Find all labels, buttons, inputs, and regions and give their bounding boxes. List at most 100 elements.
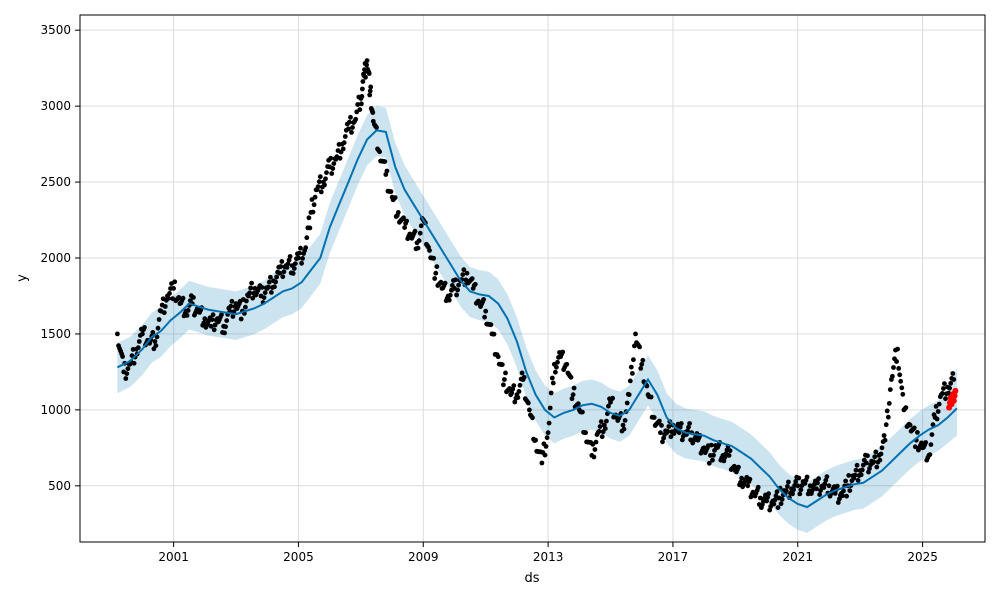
observed-point (544, 435, 550, 441)
observed-point (172, 279, 178, 285)
observed-point (823, 477, 829, 483)
observed-point (184, 313, 190, 318)
observed-point (212, 322, 218, 328)
y-axis-label: y (15, 274, 30, 282)
observed-point (388, 189, 394, 195)
observed-point (854, 462, 860, 468)
observed-point (402, 225, 407, 231)
observed-point (278, 264, 284, 269)
observed-point (296, 255, 301, 261)
observed-point (891, 365, 896, 370)
observed-point (415, 245, 421, 251)
observed-point (721, 458, 727, 464)
observed-point (930, 422, 936, 428)
observed-point (622, 418, 628, 423)
observed-point (279, 259, 285, 264)
x-axis: 2001 2005 2009 2013 2017 2021 2025 (158, 542, 938, 564)
observed-point (628, 364, 634, 370)
observed-point (115, 331, 120, 337)
observed-point (300, 256, 305, 261)
observed-point (447, 292, 453, 298)
observed-point (360, 79, 366, 84)
highlight-point (952, 387, 959, 394)
observed-point (120, 354, 125, 359)
observed-point (657, 418, 662, 424)
observed-point (341, 140, 347, 146)
observed-point (668, 434, 674, 440)
observed-point (262, 290, 268, 296)
observed-point (219, 312, 224, 318)
observed-point (272, 284, 277, 290)
observed-point (323, 176, 328, 182)
observed-point (709, 442, 714, 448)
observed-point (337, 155, 343, 161)
observed-point (223, 324, 229, 330)
observed-point (284, 265, 290, 270)
observed-point (488, 322, 494, 328)
observed-point (736, 464, 741, 470)
observed-point (757, 495, 763, 501)
observed-point (469, 276, 475, 281)
observed-point (166, 295, 171, 301)
observed-point (533, 437, 538, 443)
observed-point (432, 276, 438, 281)
observed-point (340, 146, 346, 152)
observed-point (864, 460, 869, 466)
observed-point (350, 125, 355, 130)
observed-point (775, 505, 781, 510)
observed-point (123, 376, 129, 381)
observed-point (899, 385, 905, 391)
observed-point (592, 447, 598, 452)
observed-point (711, 452, 716, 458)
observed-point (727, 448, 733, 454)
observed-point (942, 381, 947, 386)
observed-point (791, 487, 796, 493)
observed-point (898, 378, 904, 384)
observed-point (136, 339, 142, 344)
observed-point (824, 474, 830, 480)
observed-point (569, 396, 575, 402)
observed-point (940, 391, 945, 396)
observed-point (877, 457, 883, 463)
observed-point (124, 371, 130, 376)
observed-point (546, 420, 552, 426)
observed-point (135, 345, 141, 351)
observed-point (238, 316, 244, 322)
observed-point (591, 454, 597, 460)
observed-point (882, 437, 888, 443)
uncertainty-band (117, 106, 957, 533)
highlight-point (950, 397, 957, 404)
observed-point (150, 330, 156, 335)
observed-point (915, 430, 920, 435)
observed-point (778, 501, 784, 507)
observed-point (679, 437, 685, 443)
observed-point (162, 304, 168, 309)
observed-point (568, 374, 574, 380)
observed-point (261, 295, 267, 300)
observed-point (911, 425, 917, 431)
observed-point (879, 445, 885, 451)
observed-point (553, 369, 558, 375)
observed-point (167, 291, 172, 296)
observed-point (427, 248, 432, 253)
observed-point (580, 409, 585, 415)
y-axis: 500 1000 1500 2000 2500 3000 3500 (40, 23, 80, 493)
observed-point (545, 430, 551, 436)
observed-point (687, 421, 692, 426)
observed-point (125, 366, 131, 372)
observed-point (886, 401, 892, 406)
observed-point (140, 331, 145, 337)
observed-point (885, 414, 891, 420)
observed-point (843, 478, 848, 484)
observed-point (874, 464, 880, 470)
observed-point (814, 486, 819, 492)
observed-point (903, 405, 909, 410)
observed-point (273, 279, 278, 285)
y-tick-label: 1000 (40, 403, 71, 417)
observed-point (853, 467, 859, 473)
observed-point (307, 225, 313, 231)
observed-point (364, 58, 370, 63)
observed-point (890, 373, 895, 379)
observed-point (627, 378, 633, 384)
observed-point (499, 362, 505, 367)
